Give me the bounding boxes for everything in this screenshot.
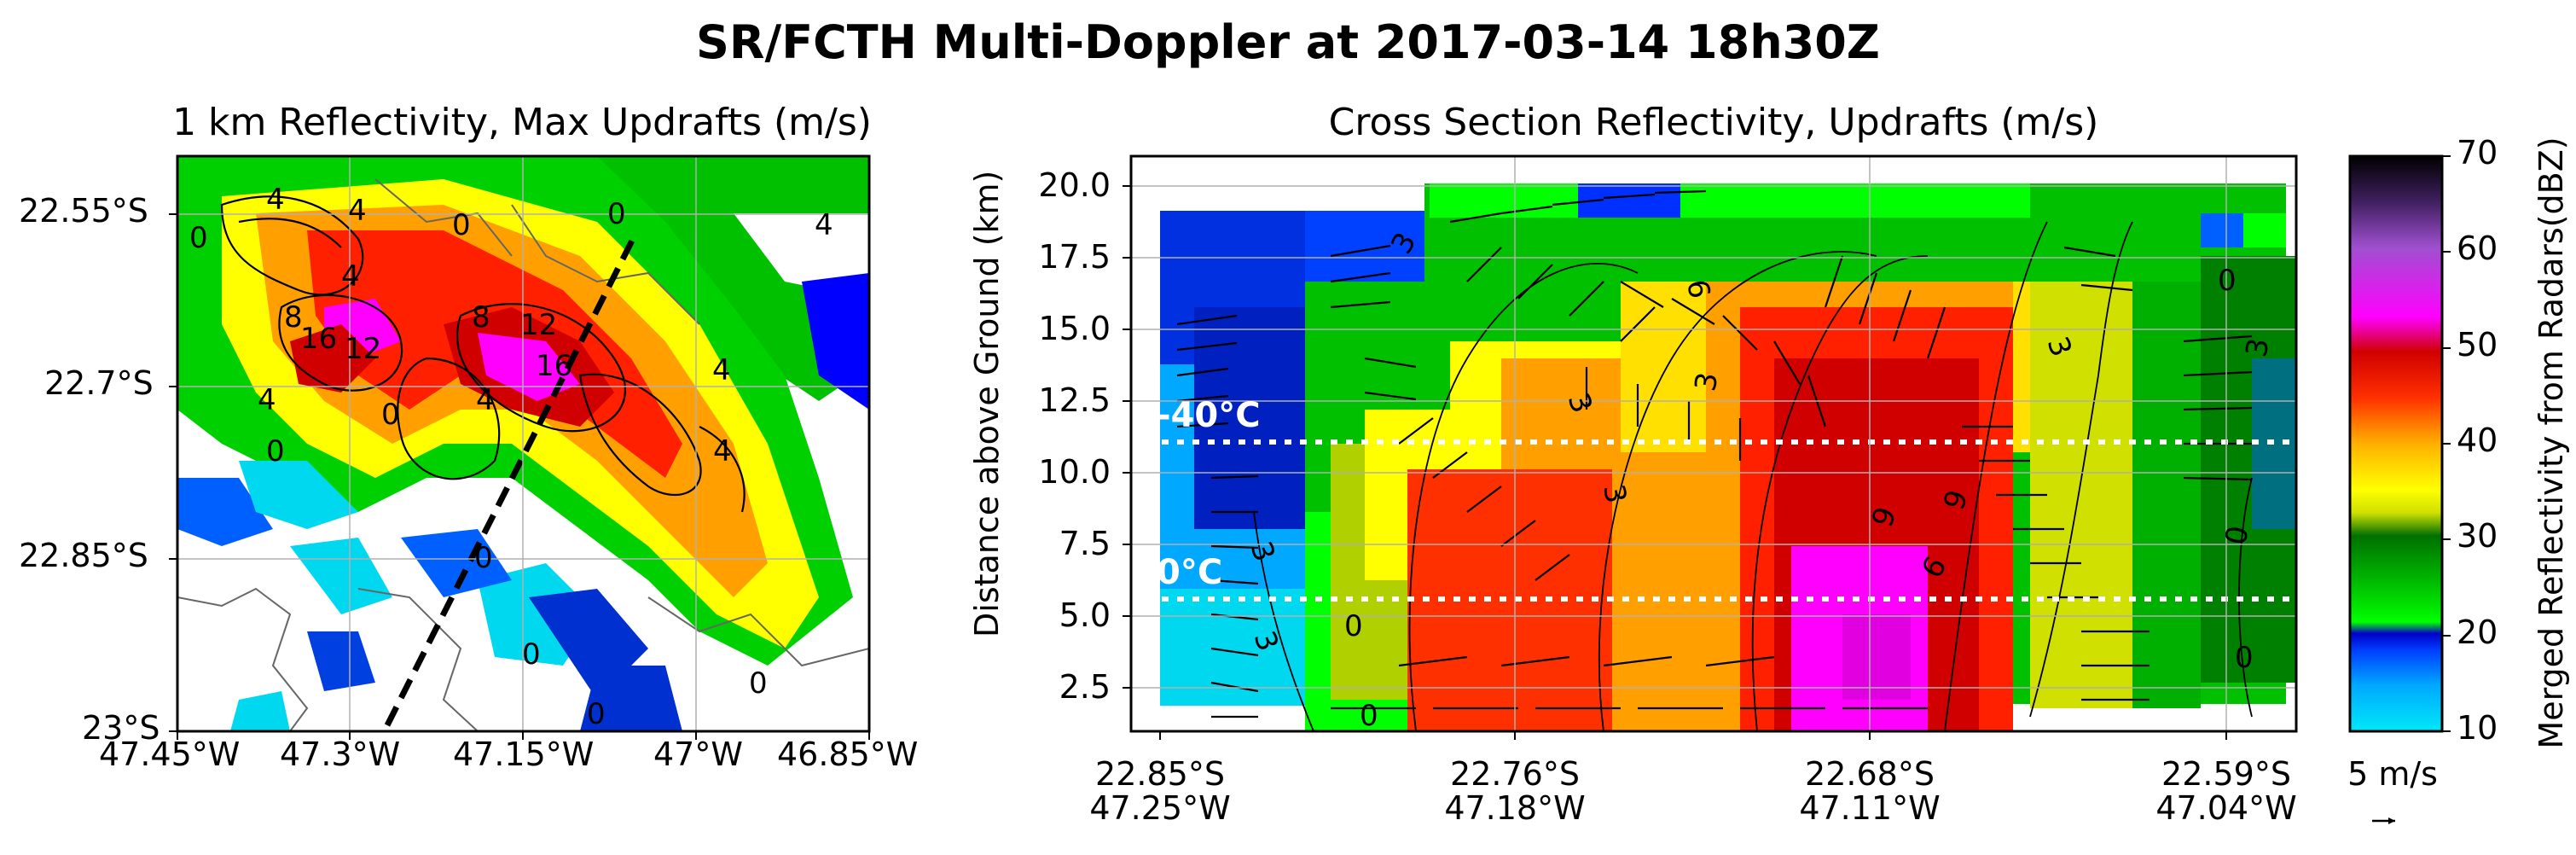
map-ytick-label: 22.7°S	[44, 364, 154, 402]
map-contour-labels: 4 4 0 0 4 0 4 8 16 12 8 12 16 0 4 4 0 4 …	[189, 183, 833, 731]
map-ytick-label: 22.55°S	[19, 192, 148, 230]
map-contour-label: 8	[284, 300, 303, 334]
xs-ytick-label: 10.0	[1038, 453, 1111, 491]
cross-section-title: Cross Section Reflectivity, Updrafts (m/…	[1328, 101, 2099, 144]
map-contour-label: 0	[381, 398, 400, 432]
xs-xtick-lat: 22.85°S	[1095, 755, 1225, 793]
map-xtick-label: 47°W	[653, 736, 743, 773]
map-xtick-label: 46.85°W	[777, 736, 919, 773]
xs-ytick-label: 17.5	[1038, 238, 1111, 276]
map-contour-label: 12	[520, 308, 557, 342]
quiver-key-label: 5 m/s	[2347, 755, 2438, 793]
map-contour-label: 4	[476, 383, 495, 417]
figure-title: SR/FCTH Multi-Doppler at 2017-03-14 18h3…	[696, 15, 1880, 69]
xs-xtick-lon: 47.11°W	[1799, 788, 1941, 827]
map-contour-label: 0	[607, 197, 626, 231]
xs-ytick-label: 5.0	[1059, 596, 1111, 634]
map-contour-label: 0	[522, 637, 541, 672]
map-ytick-label: 23°S	[82, 709, 160, 747]
map-xtick-label: 47.45°W	[99, 736, 241, 773]
colorbar-tick-label: 70	[2457, 134, 2498, 172]
map-contour-label: 16	[300, 322, 337, 356]
map-ytick-label: 22.85°S	[19, 537, 148, 574]
colorbar-tick-label: 10	[2457, 709, 2498, 747]
colorbar-tick-label: 60	[2457, 230, 2498, 267]
xs-xtick-lon: 47.04°W	[2155, 788, 2297, 827]
map-contour-label: 0	[189, 221, 208, 255]
map-title: 1 km Reflectivity, Max Updrafts (m/s)	[172, 101, 872, 144]
colorbar-tick-label: 40	[2457, 422, 2498, 459]
map-contour-label: 16	[536, 349, 572, 383]
xs-ytick-label: 15.0	[1038, 310, 1111, 347]
xs-xtick-label: 22.59°S 47.04°W	[2141, 755, 2312, 827]
map-contour-label: 8	[472, 300, 490, 334]
map-contour-label: 0	[474, 541, 493, 575]
map-contour-label: 4	[258, 383, 276, 417]
xs-xtick-label: 22.85°S 47.25°W	[1075, 755, 1245, 827]
cross-section-ylabel: Distance above Ground (km)	[968, 170, 1006, 637]
xs-xtick-lat: 22.76°S	[1450, 755, 1580, 793]
map-xtick-label: 47.15°W	[453, 736, 595, 773]
map-xtick-label: 47.3°W	[280, 736, 401, 773]
map-contour-label: 0	[587, 697, 606, 731]
xs-ytick-label: 20.0	[1038, 166, 1111, 204]
xs-ytick-label: 12.5	[1038, 381, 1111, 419]
xs-ytick-label: 7.5	[1059, 525, 1111, 562]
xs-ytick-label: 2.5	[1059, 668, 1111, 706]
colorbar-tick-label: 50	[2457, 326, 2498, 364]
map-contour-label: 4	[348, 194, 367, 228]
map-contour-label: 12	[345, 332, 381, 366]
map-contour-label: 0	[452, 208, 471, 242]
map-contour-label: 4	[341, 259, 360, 294]
xs-xtick-lat: 22.68°S	[1805, 755, 1935, 793]
map-contour-label: 4	[712, 353, 731, 387]
map-contour-label: 4	[266, 183, 285, 217]
colorbar-label: Merged Reflectivity from Radars(dBZ)	[2532, 137, 2570, 749]
xs-xtick-label: 22.76°S 47.18°W	[1430, 755, 1600, 827]
xs-xtick-lat: 22.59°S	[2161, 755, 2291, 793]
map-contour-label: 0	[266, 434, 285, 468]
colorbar-tick-label: 20	[2457, 614, 2498, 651]
xs-xtick-lon: 47.25°W	[1089, 788, 1231, 827]
map-contour-label: 0	[749, 666, 768, 701]
map-contour-label: 4	[815, 208, 833, 242]
colorbar-tick-label: 30	[2457, 517, 2498, 555]
xs-xtick-lon: 47.18°W	[1444, 788, 1586, 827]
map-contour-label: 4	[713, 434, 732, 468]
xs-xtick-label: 22.68°S 47.11°W	[1784, 755, 1955, 827]
